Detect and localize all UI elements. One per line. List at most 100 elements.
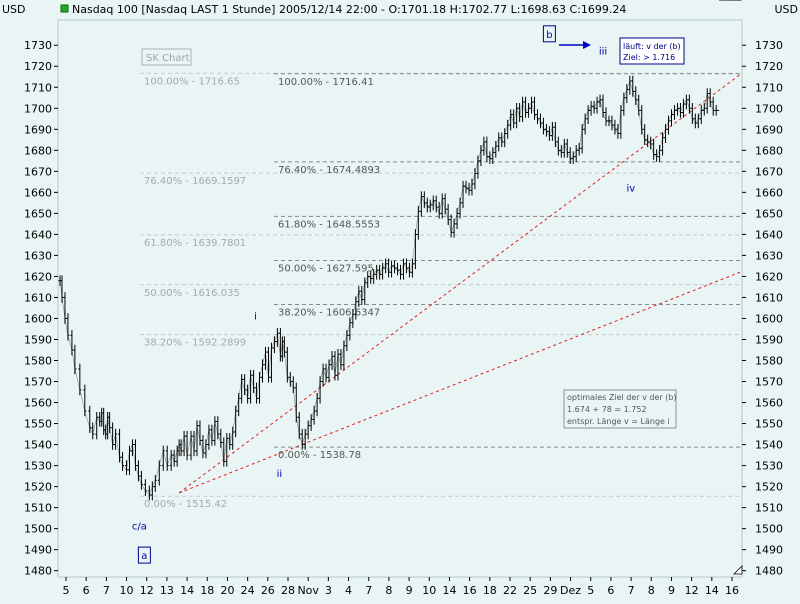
wave-label: iv: [626, 183, 635, 194]
fib-level-label: 61.80% - 1648.5553: [278, 219, 380, 230]
x-tick-label: 16: [725, 584, 739, 597]
fib-level-label: 61.80% - 1639.7801: [144, 238, 246, 249]
wave-label: c/a: [132, 522, 147, 533]
x-tick-label: 7: [103, 584, 110, 597]
y-tick-label-left: 1550: [24, 418, 52, 431]
x-tick-label: 10: [120, 584, 134, 597]
fib-level-label: 0.00% - 1515.42: [144, 499, 227, 510]
y-tick-label-right: 1510: [755, 502, 783, 515]
y-tick-label-left: 1710: [24, 81, 52, 94]
y-tick-label-left: 1670: [24, 165, 52, 178]
y-tick-label-right: 1670: [755, 165, 783, 178]
y-tick-label-right: 1650: [755, 207, 783, 220]
y-tick-label-right: 1580: [755, 355, 783, 368]
y-tick-label-left: 1690: [24, 123, 52, 136]
y-tick-label-right: 1610: [755, 291, 783, 304]
target-box-line-2: Ziel: > 1.716: [623, 53, 675, 62]
fib-level-label: 38.20% - 1592.2899: [144, 338, 246, 349]
x-tick-label: 5: [63, 584, 70, 597]
y-tick-label-left: 1660: [24, 186, 52, 199]
status-indicator-icon: [60, 4, 69, 13]
arrow-head-icon: [583, 41, 591, 49]
y-tick-label-right: 1640: [755, 228, 783, 241]
y-tick-label-left: 1630: [24, 249, 52, 262]
x-tick-label: 6: [607, 584, 614, 597]
x-tick-label: 13: [160, 584, 174, 597]
y-tick-label-left: 1720: [24, 60, 52, 73]
y-tick-label-left: 1570: [24, 376, 52, 389]
fib-level-label: 100.00% - 1716.41: [278, 77, 374, 88]
trend-line: [178, 74, 741, 494]
fibonacci-levels: 100.00% - 1716.65 76.40% - 1669.1597 61.80…: [140, 72, 742, 510]
y-tick-label-right: 1570: [755, 376, 783, 389]
y-tick-label-right: 1720: [755, 60, 783, 73]
fib-level-label: 50.00% - 1616.035: [144, 288, 240, 299]
wave-label-box: [137, 546, 151, 564]
y-axis: 1480 1480 1490 1490 1500 1500 1510 1510 1520 1520…: [24, 39, 783, 577]
y-tick-label-right: 1680: [755, 144, 783, 157]
target-box: [619, 37, 685, 65]
y-tick-label-left: 1480: [24, 565, 52, 578]
y-tick-label-left: 1540: [24, 439, 52, 452]
x-tick-label: 26: [261, 584, 275, 597]
x-tick-label: 9: [668, 584, 675, 597]
fib-level-label: 50.00% - 1627.595: [278, 263, 374, 274]
x-tick-label: 14: [705, 584, 719, 597]
optimal-target-box: [563, 389, 677, 429]
y-tick-label-left: 1680: [24, 144, 52, 157]
x-tick-label: 12: [685, 584, 699, 597]
optimal-box-line-3: entspr. Länge v = Länge i: [567, 417, 670, 426]
target-box-line-1: läuft: v der (b): [623, 42, 681, 51]
y-tick-label-right: 1590: [755, 333, 783, 346]
y-tick-label-right: 1490: [755, 544, 783, 557]
x-tick-label: 18: [200, 584, 214, 597]
x-tick-label: 20: [220, 584, 234, 597]
y-tick-label-right: 1520: [755, 481, 783, 494]
x-tick-label: 14: [180, 584, 194, 597]
wave-label: i: [254, 311, 257, 322]
x-tick-label: 8: [648, 584, 655, 597]
y-tick-label-right: 1710: [755, 81, 783, 94]
y-tick-label-right: 1500: [755, 523, 783, 536]
y-tick-label-right: 1630: [755, 249, 783, 262]
wave-label: iii: [599, 47, 607, 58]
x-tick-label: 7: [628, 584, 635, 597]
y-tick-label-right: 1480: [755, 565, 783, 578]
sk-chart-box: [141, 48, 192, 66]
optimal-box-line-1: optimales Ziel der v der (b): [567, 393, 677, 402]
trend-line: [178, 271, 741, 494]
y-tick-label-right: 1700: [755, 102, 783, 115]
optimal-box-line-2: 1.674 + 78 = 1.752: [567, 405, 647, 414]
x-tick-label: 8: [385, 584, 392, 597]
x-tick-label: 14: [442, 584, 456, 597]
currency-right: USD: [774, 3, 798, 16]
x-tick-label: 6: [83, 584, 90, 597]
price-series: [58, 0, 742, 501]
y-tick-label-right: 1620: [755, 270, 783, 283]
x-tick-label: 29: [543, 584, 557, 597]
y-tick-label-right: 1690: [755, 123, 783, 136]
wave-label: b: [546, 30, 552, 41]
y-tick-label-left: 1610: [24, 291, 52, 304]
chart-title: Nasdaq 100 [Nasdaq LAST 1 Stunde] 2005/1…: [72, 3, 626, 16]
x-tick-label: 10: [422, 584, 436, 597]
y-tick-label-left: 1620: [24, 270, 52, 283]
resize-corner-icon[interactable]: [733, 565, 743, 575]
fib-level-label: 100.00% - 1716.65: [144, 76, 240, 87]
x-tick-label: 12: [140, 584, 154, 597]
trend-lines: [178, 74, 741, 494]
fib-level-label: 0.00% - 1538.78: [278, 450, 361, 461]
x-tick-label: 5: [587, 584, 594, 597]
wave-label-box: [542, 25, 556, 43]
fib-level-label: 76.40% - 1674.4893: [278, 165, 380, 176]
y-tick-label-left: 1730: [24, 39, 52, 52]
y-tick-label-left: 1520: [24, 481, 52, 494]
x-tick-label: 9: [406, 584, 413, 597]
currency-left: USD: [2, 3, 26, 16]
x-tick-label: 7: [365, 584, 372, 597]
y-tick-label-right: 1530: [755, 460, 783, 473]
plot-frame: [57, 19, 743, 578]
y-tick-label-left: 1490: [24, 544, 52, 557]
